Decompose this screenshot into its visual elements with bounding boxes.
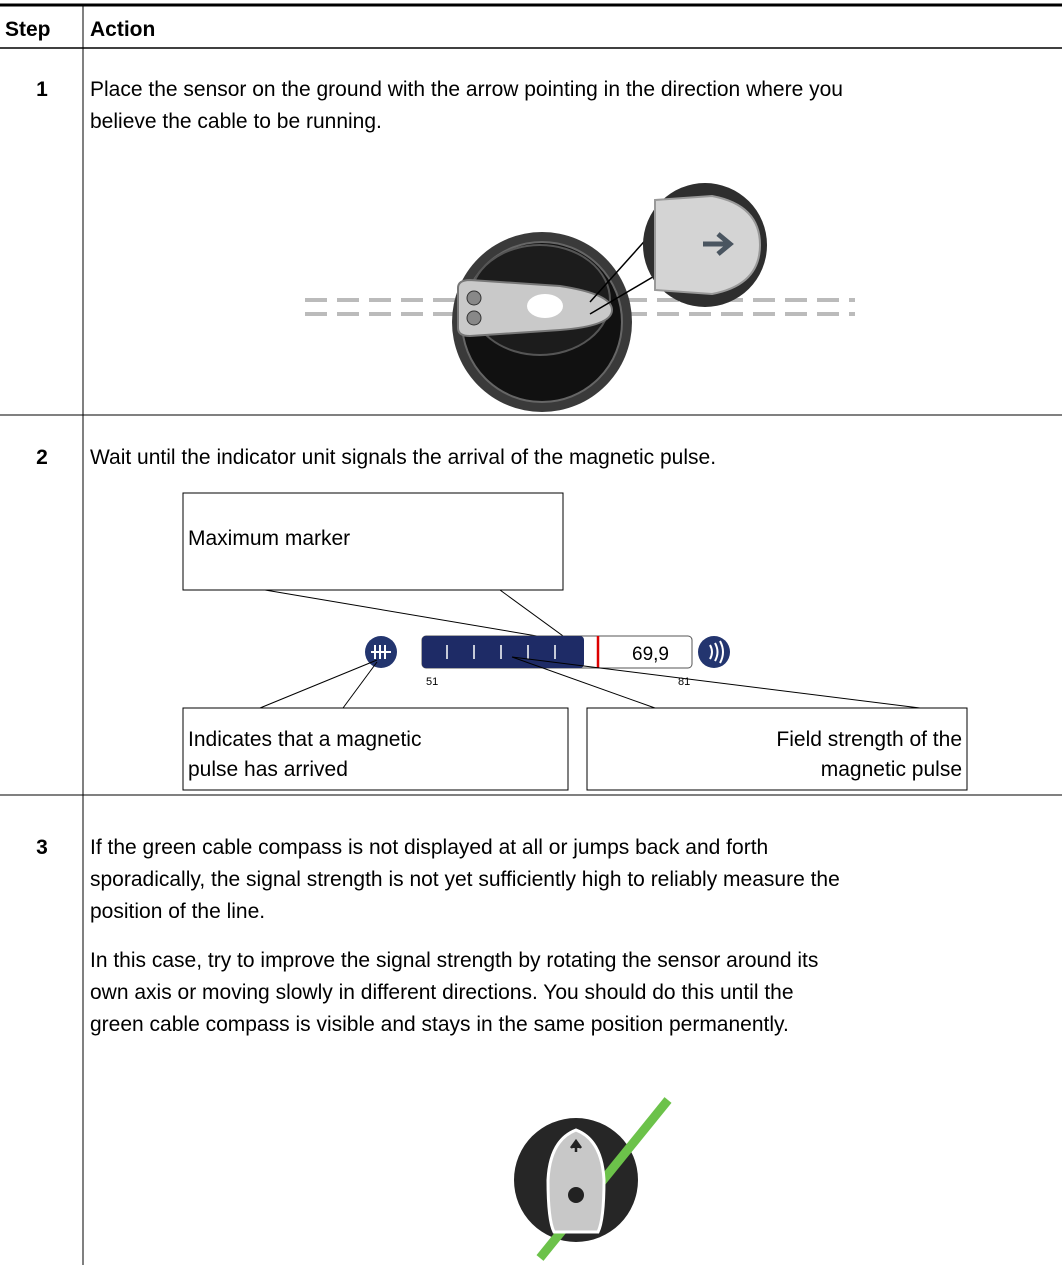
sensor-outline (546, 1128, 606, 1234)
scale-min: 51 (426, 676, 438, 688)
indicator-figure: Maximum marker 69,9 51 81 Indicates that… (182, 492, 968, 791)
table-body: 1 Place the sensor on the ground with the… (36, 78, 843, 1036)
step-number: 2 (36, 446, 48, 469)
action-text: believe the cable to be running. (90, 110, 382, 133)
step-number: 3 (36, 836, 48, 859)
action-text: sporadically, the signal strength is not… (90, 868, 840, 891)
bar-ticks (446, 645, 556, 659)
action-text: In this case, try to improve the signal … (90, 949, 818, 972)
callout-box (586, 707, 968, 791)
callout-text: magnetic pulse (821, 758, 962, 781)
callout-text: pulse has arrived (188, 758, 348, 781)
step-number: 1 (36, 78, 48, 101)
header-cell: Action (90, 18, 155, 41)
action-text: position of the line. (90, 900, 265, 923)
bar-fill (422, 636, 584, 668)
sensor-arrow (569, 1138, 583, 1152)
cable-dashes (305, 298, 855, 316)
sensor-figure (305, 183, 855, 412)
sensor-hole (527, 294, 563, 318)
callout-text: Field strength of the (776, 728, 962, 751)
callout-line (259, 659, 378, 709)
action-text: Place the sensor on the ground with the … (90, 78, 843, 101)
sensor-led (466, 290, 482, 306)
callout-line (342, 661, 378, 709)
callout-line (511, 656, 656, 709)
callout-box (182, 707, 569, 791)
callout-text: Maximum marker (188, 527, 350, 550)
action-text: Wait until the indicator unit signals th… (90, 446, 716, 469)
header-cell: Step (5, 18, 51, 41)
action-text: green cable compass is visible and stays… (90, 1013, 789, 1036)
pulse-glyph (371, 645, 391, 659)
signal-glyph (709, 640, 724, 664)
callout-box (182, 492, 564, 591)
action-text: own axis or moving slowly in different d… (90, 981, 794, 1004)
signal-icon (698, 636, 730, 668)
action-text: If the green cable compass is not displa… (90, 836, 768, 859)
callout-line (511, 656, 921, 709)
sensor-led (466, 310, 482, 326)
zoom-arrow (703, 232, 734, 256)
callout-text: Indicates that a magnetic (188, 728, 421, 751)
compass-figure (514, 1097, 672, 1261)
sensor-centre (568, 1187, 584, 1203)
reading: 69,9 (632, 644, 669, 665)
